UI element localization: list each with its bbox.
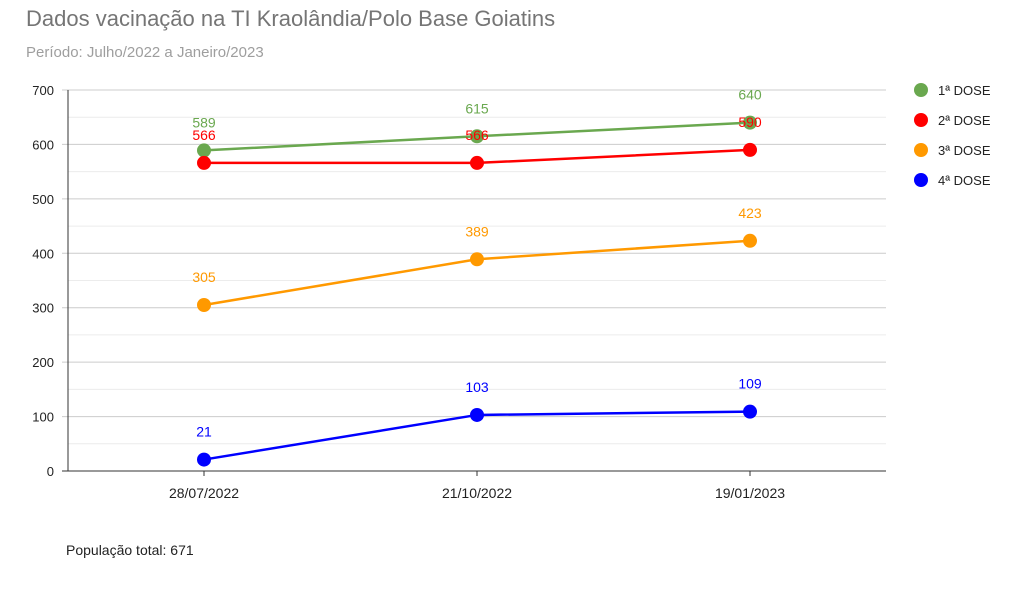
x-tick-label: 19/01/2023 [715, 485, 785, 501]
data-label: 590 [738, 114, 762, 130]
data-label: 589 [192, 114, 216, 130]
y-tick-label: 700 [32, 83, 54, 98]
legend-marker [914, 173, 928, 187]
data-label: 109 [738, 376, 762, 392]
legend-marker [914, 143, 928, 157]
data-label: 21 [196, 424, 212, 440]
data-point [197, 155, 211, 170]
data-label: 423 [738, 205, 762, 221]
y-tick-label: 600 [32, 137, 54, 152]
chart-title: Dados vacinação na TI Kraolândia/Polo Ba… [26, 6, 556, 31]
data-label: 566 [465, 127, 489, 143]
population-footnote: População total: 671 [66, 542, 194, 558]
data-point [470, 407, 484, 422]
y-tick-label: 100 [32, 410, 54, 425]
data-point [197, 452, 211, 467]
data-point [470, 252, 484, 267]
data-point [743, 142, 757, 157]
data-point [743, 233, 757, 248]
data-point [743, 404, 757, 419]
legend-marker [914, 83, 928, 97]
data-label: 305 [192, 269, 216, 285]
y-tick-label: 400 [32, 246, 54, 261]
y-tick-label: 0 [47, 464, 54, 479]
legend-label: 4ª DOSE [938, 173, 991, 188]
y-tick-label: 200 [32, 355, 54, 370]
data-label: 389 [465, 223, 489, 239]
legend-label: 2ª DOSE [938, 113, 991, 128]
data-point [743, 115, 757, 130]
legend-marker [914, 113, 928, 127]
series-line-3 [203, 239, 751, 307]
data-label: 103 [465, 379, 489, 395]
legend-label: 1ª DOSE [938, 83, 991, 98]
legend-label: 3ª DOSE [938, 143, 991, 158]
data-label: 640 [738, 87, 762, 103]
data-label: 615 [465, 100, 489, 116]
y-tick-label: 500 [32, 192, 54, 207]
x-tick-label: 21/10/2022 [442, 485, 512, 501]
data-point [197, 297, 211, 312]
y-tick-label: 300 [32, 301, 54, 316]
data-label: 566 [192, 127, 216, 143]
x-tick-label: 28/07/2022 [169, 485, 239, 501]
data-point [470, 129, 484, 144]
data-point [197, 143, 211, 158]
data-point [470, 155, 484, 170]
chart-subtitle: Período: Julho/2022 a Janeiro/2023 [26, 44, 264, 61]
